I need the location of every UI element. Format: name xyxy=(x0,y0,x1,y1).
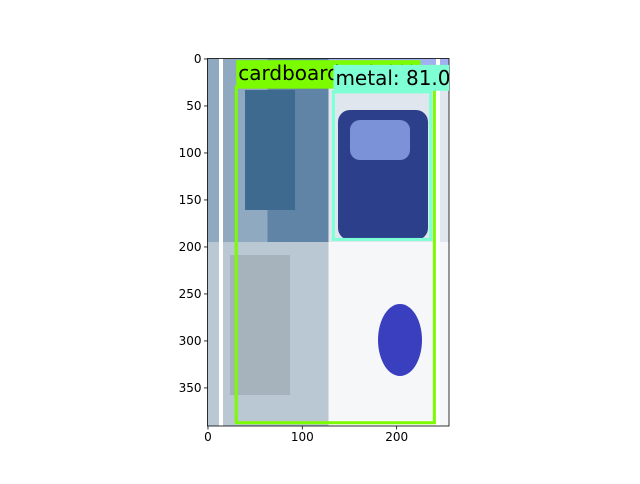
y-tick-label: 150 xyxy=(179,193,202,207)
box-label-bg xyxy=(333,64,449,91)
box-label: metal: 81.0% xyxy=(335,66,469,90)
x-tick-label: 100 xyxy=(291,430,314,444)
y-tick-label: 0 xyxy=(194,52,202,66)
y-tick-label: 100 xyxy=(179,146,202,160)
y-tick-label: 250 xyxy=(179,287,202,301)
y-tick-label: 300 xyxy=(179,334,202,348)
bounding-box xyxy=(331,90,433,241)
y-tick-label: 50 xyxy=(186,99,201,113)
axes-frame xyxy=(207,58,450,427)
detections: cardboard: 72.0%metal: 81.0% xyxy=(234,60,469,425)
x-tick-label: 0 xyxy=(204,430,212,444)
image xyxy=(207,58,449,426)
y-tick-label: 350 xyxy=(179,381,202,395)
y-tick-label: 200 xyxy=(179,240,202,254)
x-tick-label: 200 xyxy=(385,430,408,444)
